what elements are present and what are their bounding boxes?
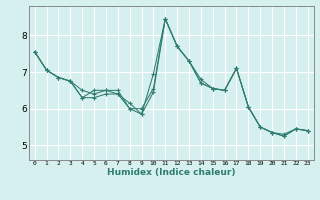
X-axis label: Humidex (Indice chaleur): Humidex (Indice chaleur) [107, 168, 236, 177]
